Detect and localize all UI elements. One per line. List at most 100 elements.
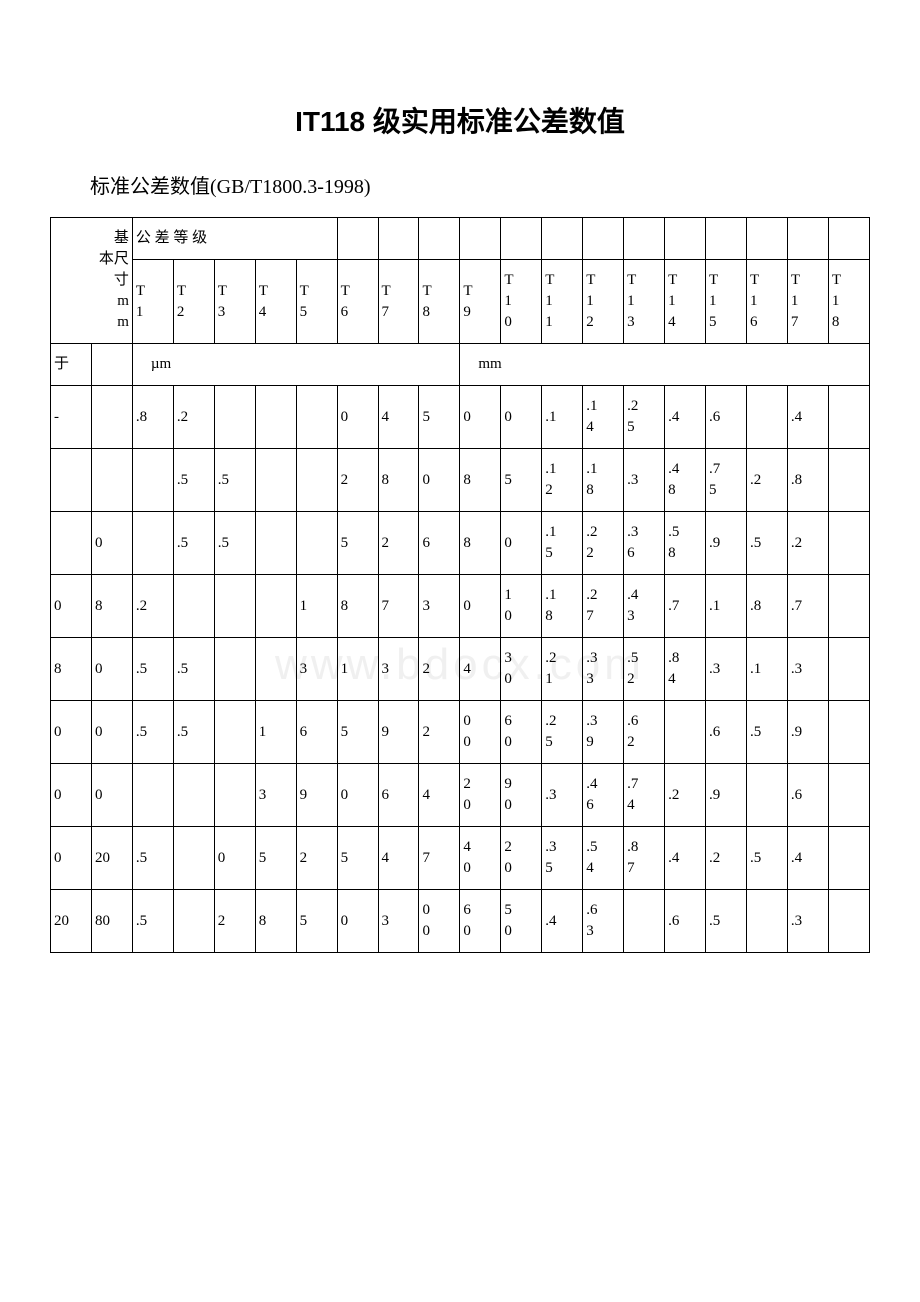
table-cell: .5 (706, 890, 747, 953)
table-cell (214, 386, 255, 449)
table-cell: 0 (337, 764, 378, 827)
table-cell (255, 449, 296, 512)
table-cell: .7 (665, 575, 706, 638)
unit-row-label: 于 (51, 344, 92, 386)
table-cell (132, 764, 173, 827)
table-cell: .8 (132, 386, 173, 449)
table-cell: .5 (132, 827, 173, 890)
header-empty (706, 218, 747, 260)
table-cell (255, 512, 296, 575)
table-cell: .54 (583, 827, 624, 890)
table-cell: 6 (296, 701, 337, 764)
header-empty (542, 218, 583, 260)
table-cell: 2 (419, 638, 460, 701)
table-cell: .5 (173, 449, 214, 512)
table-cell: .62 (624, 701, 665, 764)
it-grade-header: T14 (665, 260, 706, 344)
table-cell (214, 701, 255, 764)
size-cell (91, 386, 132, 449)
it-grade-header: T4 (255, 260, 296, 344)
table-cell: .21 (542, 638, 583, 701)
it-grade-header: T17 (787, 260, 828, 344)
size-cell: 0 (91, 701, 132, 764)
header-size-label: 基本尺寸 mm (51, 218, 133, 344)
table-cell: .4 (665, 827, 706, 890)
table-cell: 0 (337, 386, 378, 449)
table-cell (214, 575, 255, 638)
table-cell: 90 (501, 764, 542, 827)
table-cell: .4 (542, 890, 583, 953)
header-empty (337, 218, 378, 260)
table-cell: 3 (419, 575, 460, 638)
table-cell (828, 890, 869, 953)
it-grade-header: T9 (460, 260, 501, 344)
header-empty (501, 218, 542, 260)
table-cell: .4 (665, 386, 706, 449)
table-cell: .5 (173, 512, 214, 575)
table-cell: .1 (746, 638, 787, 701)
table-cell (828, 449, 869, 512)
table-cell: 7 (419, 827, 460, 890)
table-cell (214, 638, 255, 701)
table-cell: .9 (787, 701, 828, 764)
table-cell: .35 (542, 827, 583, 890)
header-empty (624, 218, 665, 260)
table-cell: 10 (501, 575, 542, 638)
table-cell: .3 (542, 764, 583, 827)
table-cell: .5 (132, 890, 173, 953)
table-cell: 4 (378, 386, 419, 449)
table-cell: .25 (624, 386, 665, 449)
table-cell: .43 (624, 575, 665, 638)
header-empty (583, 218, 624, 260)
table-cell: .1 (542, 386, 583, 449)
table-cell: 2 (419, 701, 460, 764)
header-empty (787, 218, 828, 260)
table-cell: 1 (296, 575, 337, 638)
table-cell: 8 (337, 575, 378, 638)
table-cell: .2 (787, 512, 828, 575)
table-cell: .1 (706, 575, 747, 638)
it-grade-header: T11 (542, 260, 583, 344)
table-cell: .5 (132, 638, 173, 701)
table-cell: .9 (706, 764, 747, 827)
table-cell: 5 (337, 512, 378, 575)
table-cell: 0 (337, 890, 378, 953)
table-cell: .5 (746, 512, 787, 575)
table-cell (132, 512, 173, 575)
table-cell: 6 (378, 764, 419, 827)
table-cell: 0 (501, 512, 542, 575)
size-cell: 0 (91, 638, 132, 701)
header-empty (746, 218, 787, 260)
table-cell (746, 386, 787, 449)
table-cell (255, 638, 296, 701)
table-cell: 8 (460, 449, 501, 512)
table-cell: 1 (337, 638, 378, 701)
table-cell: .5 (214, 449, 255, 512)
size-cell: 0 (51, 575, 92, 638)
table-cell: 00 (419, 890, 460, 953)
table-cell (828, 827, 869, 890)
table-cell: 0 (501, 386, 542, 449)
table-cell: 60 (460, 890, 501, 953)
table-cell: 5 (255, 827, 296, 890)
table-cell: .9 (706, 512, 747, 575)
size-cell: 0 (51, 827, 92, 890)
table-cell: .46 (583, 764, 624, 827)
table-cell: .5 (173, 638, 214, 701)
table-cell: 2 (214, 890, 255, 953)
table-cell (173, 827, 214, 890)
table-cell: 5 (296, 890, 337, 953)
table-cell: 60 (501, 701, 542, 764)
table-cell: .27 (583, 575, 624, 638)
subtitle-text: 标准公差数值(GB/T1800.3-1998) (90, 170, 870, 199)
table-cell (665, 701, 706, 764)
table-cell (296, 449, 337, 512)
table-cell: 20 (501, 827, 542, 890)
table-cell: 4 (460, 638, 501, 701)
size-cell: 20 (91, 827, 132, 890)
table-cell: .12 (542, 449, 583, 512)
size-cell: - (51, 386, 92, 449)
header-grade-label: 公 差 等 级 (132, 218, 337, 260)
size-cell: 80 (91, 890, 132, 953)
it-grade-header: T12 (583, 260, 624, 344)
